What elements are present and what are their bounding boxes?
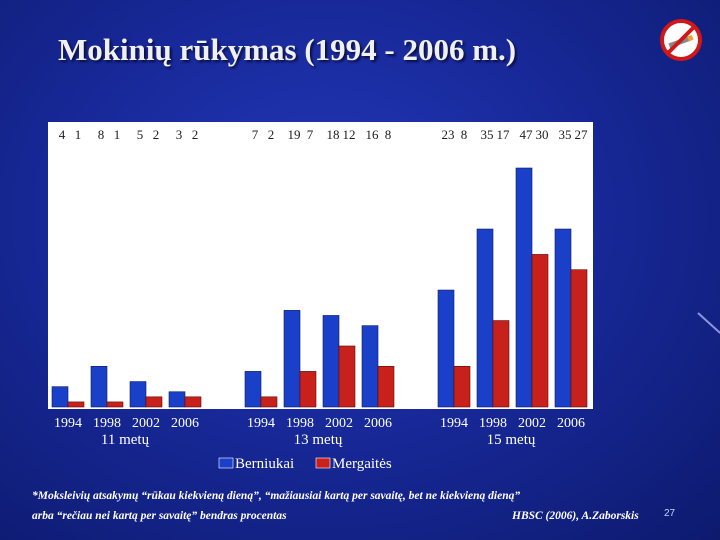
- footnote-line-2: arba “rečiau nei kartą per savaitę” bend…: [32, 510, 702, 522]
- year-tick-label: 2002: [132, 416, 160, 431]
- age-group-label: 15 metų: [487, 432, 536, 448]
- year-tick-label: 1994: [54, 416, 82, 431]
- no-smoking-icon: [660, 19, 702, 61]
- data-label-girls: 2: [192, 127, 199, 142]
- year-tick-label: 2006: [364, 416, 392, 431]
- data-label-boys: 3: [176, 127, 183, 142]
- year-tick-label: 2006: [557, 416, 585, 431]
- data-label-boys: 23: [442, 127, 455, 142]
- bar-girls: [570, 269, 588, 408]
- data-label-girls: 1: [75, 127, 82, 142]
- data-label-boys: 35: [559, 127, 572, 142]
- bar-boys: [283, 310, 301, 408]
- bar-boys: [437, 289, 455, 408]
- age-group-label: 13 metų: [294, 432, 343, 448]
- bar-boys: [361, 325, 379, 408]
- year-tick-label: 1998: [93, 416, 121, 431]
- data-label-girls: 7: [307, 127, 314, 142]
- data-label-girls: 2: [153, 127, 160, 142]
- bar-boys: [554, 228, 572, 408]
- data-label-boys: 4: [59, 127, 66, 142]
- slide-title: Mokinių rūkymas (1994 - 2006 m.): [58, 32, 517, 67]
- bar-girls: [67, 401, 85, 408]
- bar-girls: [145, 396, 163, 408]
- bar-girls: [338, 345, 356, 408]
- bar-boys: [129, 381, 147, 408]
- data-label-girls: 17: [497, 127, 511, 142]
- year-tick-label: 1998: [479, 416, 507, 431]
- data-label-boys: 8: [98, 127, 105, 142]
- footnote-text: arba “rečiau nei kartą per savaitę” bend…: [32, 510, 287, 522]
- data-label-boys: 19: [288, 127, 301, 142]
- data-label-girls: 8: [385, 127, 392, 142]
- bar-girls: [377, 366, 395, 408]
- slide-number: 27: [664, 508, 676, 519]
- bar-girls: [260, 396, 278, 408]
- legend-swatch-girls: [315, 457, 331, 469]
- bar-boys: [51, 386, 69, 408]
- bar-girls: [184, 396, 202, 408]
- data-label-girls: 2: [268, 127, 275, 142]
- bar-girls: [492, 320, 510, 408]
- legend-swatch-boys: [218, 457, 234, 469]
- bar-boys: [168, 391, 186, 408]
- footnote-source: HBSC (2006), A.Zaborskis: [512, 510, 639, 522]
- year-tick-label: 2002: [325, 416, 353, 431]
- plot-area: [48, 122, 593, 409]
- bar-girls: [531, 254, 549, 408]
- bar-boys: [322, 315, 340, 408]
- bar-boys: [244, 371, 262, 408]
- year-tick-label: 2002: [518, 416, 546, 431]
- legend-label-boys: Berniukai: [235, 456, 294, 472]
- age-group-label: 11 metų: [101, 432, 150, 448]
- data-label-boys: 5: [137, 127, 144, 142]
- year-tick-label: 1994: [440, 416, 468, 431]
- bar-boys: [476, 228, 494, 408]
- footnote-line-1: *Moksleivių atsakymų “rūkau kiekvieną di…: [32, 490, 521, 502]
- bar-girls: [106, 401, 124, 408]
- data-label-boys: 35: [481, 127, 494, 142]
- year-tick-label: 1994: [247, 416, 275, 431]
- bar-girls: [453, 366, 471, 408]
- data-label-boys: 7: [252, 127, 259, 142]
- data-label-boys: 47: [520, 127, 534, 142]
- data-label-girls: 12: [343, 127, 356, 142]
- bar-girls: [299, 371, 317, 408]
- data-label-girls: 1: [114, 127, 121, 142]
- bar-boys: [515, 167, 533, 408]
- data-label-boys: 18: [327, 127, 340, 142]
- legend-label-girls: Mergaitės: [332, 456, 392, 472]
- data-label-girls: 30: [536, 127, 549, 142]
- bar-boys: [90, 366, 108, 408]
- data-label-girls: 8: [461, 127, 468, 142]
- year-tick-label: 1998: [286, 416, 314, 431]
- year-tick-label: 2006: [171, 416, 199, 431]
- data-label-girls: 27: [575, 127, 589, 142]
- data-label-boys: 16: [366, 127, 380, 142]
